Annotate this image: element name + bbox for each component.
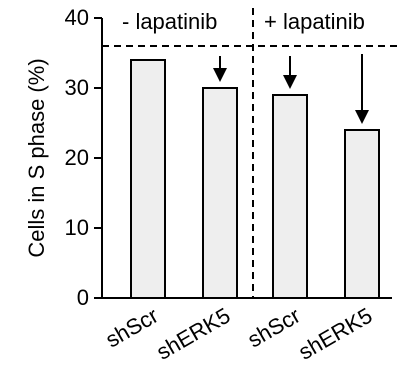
y-axis-label: Cells in S phase (%) <box>24 58 49 257</box>
reference-lines <box>102 8 398 298</box>
group-label-minus-lapatinib: - lapatinib <box>122 9 217 34</box>
y-tick-label: 40 <box>65 5 89 30</box>
y-tick-label: 0 <box>77 285 89 310</box>
group-label-plus-lapatinib: + lapatinib <box>264 9 365 34</box>
bar <box>272 94 308 299</box>
bars <box>130 59 380 299</box>
x-tick-label: shERK5 <box>294 303 376 365</box>
down-arrow-icon <box>283 56 297 89</box>
down-arrow-icon <box>355 54 369 124</box>
arrows <box>213 54 369 124</box>
bar <box>130 59 166 299</box>
x-tick-label: shERK5 <box>152 303 234 365</box>
y-tick-label: 30 <box>65 75 89 100</box>
down-arrow-icon <box>213 56 227 82</box>
bar <box>344 129 380 299</box>
y-tick-label: 10 <box>65 215 89 240</box>
y-tick-label: 20 <box>65 145 89 170</box>
bar <box>202 87 238 299</box>
